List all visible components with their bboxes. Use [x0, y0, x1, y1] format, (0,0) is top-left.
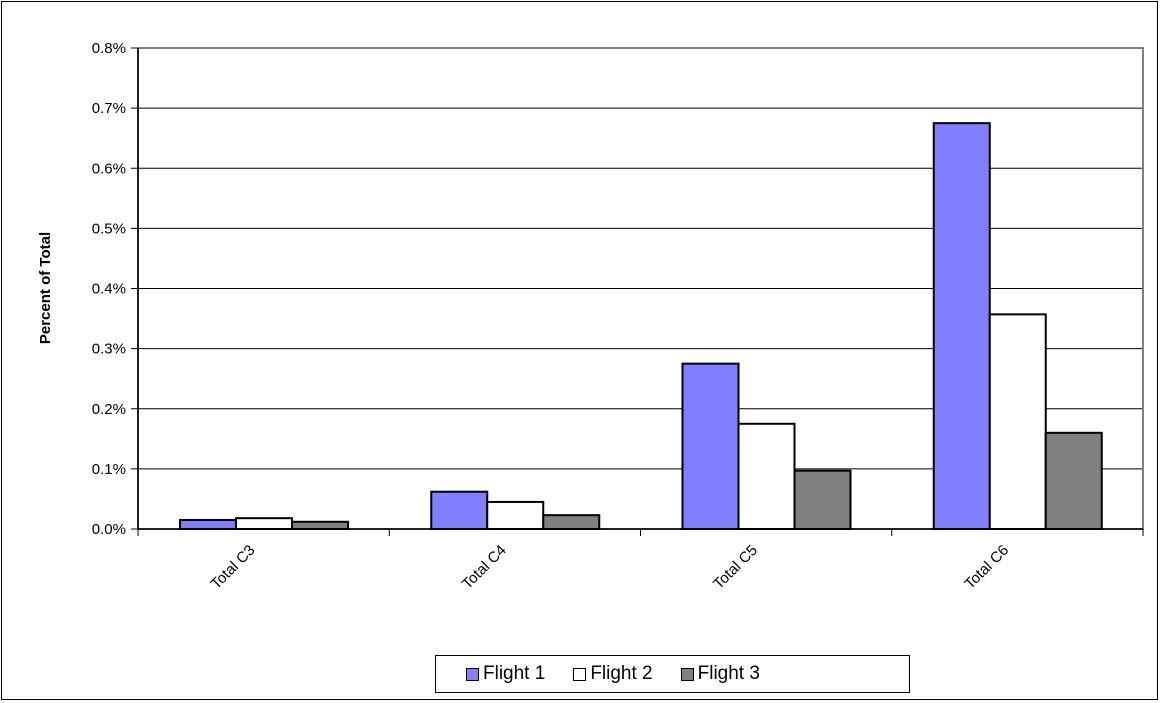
- legend-item-flight-3: Flight 3: [680, 663, 760, 685]
- y-tick-label: 0.7%: [92, 100, 126, 117]
- y-tick-label: 0.3%: [92, 341, 126, 358]
- legend-label: Flight 3: [697, 663, 760, 684]
- bar-flight-2-total-c5: [737, 422, 796, 530]
- y-tick-label: 0.1%: [92, 461, 126, 478]
- legend-item-flight-1: Flight 1: [466, 663, 545, 685]
- bar-flight-2-total-c3: [235, 517, 293, 530]
- x-tick-label: Total C3: [208, 542, 259, 593]
- bar-flight-1-total-c3: [179, 518, 237, 531]
- bar-flight-2-total-c4: [486, 500, 545, 531]
- y-tick-label: 0.0%: [92, 521, 126, 538]
- y-tick-label: 0.5%: [92, 220, 126, 237]
- legend-label: Flight 1: [483, 663, 546, 684]
- bar-flight-1-total-c5: [681, 362, 740, 530]
- bar-flight-3-total-c6: [1044, 431, 1103, 530]
- bar-flight-3-total-c5: [793, 469, 852, 530]
- y-axis-label: Percent of Total: [37, 232, 54, 344]
- bar-flight-3-total-c4: [542, 514, 601, 531]
- bar-flight-1-total-c6: [932, 122, 991, 530]
- legend-swatch: [680, 667, 694, 681]
- x-tick-label: Total C6: [961, 542, 1012, 593]
- legend: Flight 1 Flight 2 Flight 3: [435, 655, 910, 693]
- legend-label: Flight 2: [590, 663, 653, 684]
- bar-flight-1-total-c4: [430, 490, 489, 531]
- bar-flight-2-total-c6: [988, 313, 1047, 531]
- y-tick-label: 0.8%: [92, 40, 126, 57]
- legend-item-flight-2: Flight 2: [573, 663, 653, 685]
- y-tick-label: 0.2%: [92, 401, 126, 418]
- plot-area: 0.0% 0.1% 0.2% 0.3% 0.4% 0.5% 0.6% 0.7% 0.8% Tota…: [92, 40, 1144, 593]
- legend-swatch: [466, 667, 479, 681]
- x-tick-label: Total C4: [459, 542, 510, 593]
- bar-flight-3-total-c3: [291, 520, 349, 530]
- x-tick-label: Total C5: [710, 542, 761, 593]
- y-tick-label: 0.6%: [92, 160, 126, 177]
- legend-swatch: [573, 667, 587, 681]
- y-tick-label: 0.4%: [92, 281, 126, 298]
